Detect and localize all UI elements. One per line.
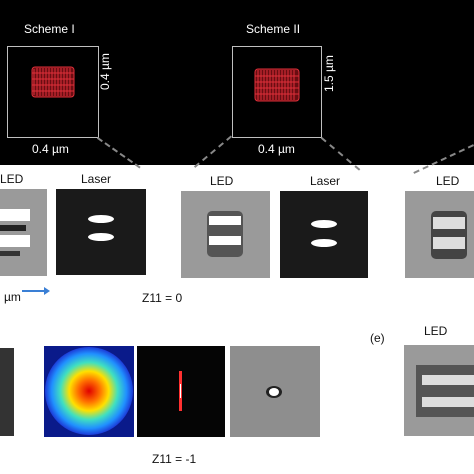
scheme-2-height-label: 1.5 µm — [322, 55, 336, 92]
scale-label: µm — [4, 290, 21, 304]
row1-label-laser-1: Laser — [81, 172, 112, 186]
row1-caption: Z11 = 0 — [142, 291, 183, 305]
scheme-2-width-label: 0.4 µm — [258, 142, 295, 156]
row2-label-led: LED — [424, 324, 448, 338]
laser-image-2 — [280, 191, 368, 278]
led-image-1 — [0, 189, 47, 276]
row1-label-laser-2: Laser — [310, 174, 341, 188]
row1-label-led-2: LED — [210, 174, 234, 188]
scale-arrow-icon — [22, 287, 50, 295]
scheme-1-height-label: 0.4 µm — [98, 53, 112, 90]
led-image-3 — [405, 191, 474, 278]
spot-image — [230, 346, 320, 437]
scheme-2-title: Scheme II — [246, 22, 301, 36]
led-image-2 — [181, 191, 270, 278]
scheme-1-box — [7, 46, 99, 138]
scheme-2-structure — [254, 68, 300, 102]
row2-partial-image — [0, 348, 14, 436]
phase-map-image — [44, 346, 134, 437]
scheme-1-structure — [31, 66, 75, 98]
led-image-4 — [404, 345, 474, 436]
laser-image-1 — [56, 189, 146, 275]
panel-tag-e: (e) — [370, 331, 385, 345]
row1-label-led-1: LED — [0, 172, 24, 186]
row1-label-led-3: LED — [436, 174, 460, 188]
scheme-1-title: Scheme I — [24, 22, 75, 36]
laser-line-image — [137, 346, 225, 437]
scheme-1-width-label: 0.4 µm — [32, 142, 69, 156]
scheme-2-box — [232, 46, 322, 138]
row2-caption: Z11 = -1 — [152, 452, 197, 466]
